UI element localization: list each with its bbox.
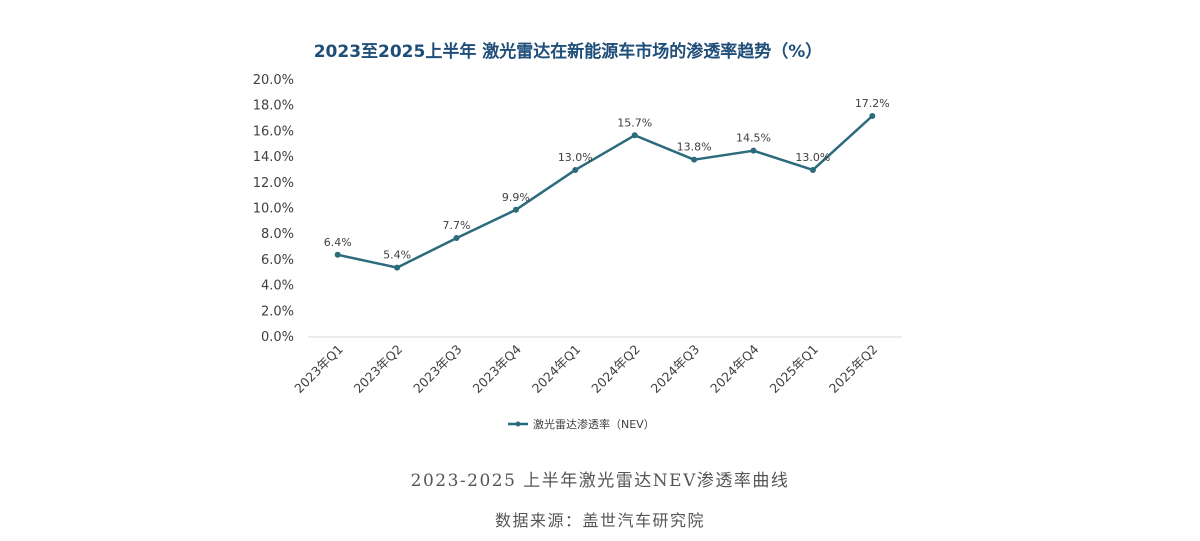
data-point — [334, 251, 341, 258]
data-label: 13.0% — [795, 151, 830, 164]
data-point — [750, 147, 757, 154]
x-tick-label: 2023年Q4 — [469, 341, 524, 396]
x-tick-label: 2023年Q1 — [291, 342, 346, 397]
x-tick-label: 2024年Q1 — [529, 342, 584, 397]
chart-title: 2023至2025上半年 激光雷达在新能源车市场的渗透率趋势（%） — [314, 41, 823, 62]
y-tick-label: 14.0% — [253, 150, 294, 165]
legend-marker — [515, 421, 521, 427]
legend: 激光雷达渗透率（NEV） — [508, 417, 655, 431]
series-line — [337, 115, 874, 269]
data-point — [631, 132, 638, 139]
data-point — [691, 156, 698, 163]
data-point — [512, 206, 519, 213]
data-point — [394, 264, 401, 271]
y-tick-label: 12.0% — [253, 176, 294, 191]
y-tick-label: 18.0% — [253, 99, 294, 114]
data-points — [334, 112, 876, 271]
x-tick-label: 2024年Q3 — [648, 342, 703, 397]
y-tick-label: 2.0% — [261, 304, 294, 319]
data-source: 数据来源：盖世汽车研究院 — [494, 511, 705, 530]
x-tick-label: 2023年Q3 — [410, 342, 465, 397]
data-point — [809, 166, 816, 173]
y-tick-label: 8.0% — [261, 227, 294, 242]
data-label: 6.4% — [324, 236, 352, 249]
y-axis: 0.0% 2.0% 4.0% 6.0% 8.0% 10.0% 12.0% 14.0% 16.0%… — [253, 73, 294, 345]
data-label: 14.5% — [736, 132, 771, 145]
data-label: 5.4% — [383, 249, 411, 262]
x-tick-label: 2024年Q4 — [707, 341, 762, 396]
x-tick-label: 2023年Q2 — [351, 342, 406, 397]
y-tick-label: 6.0% — [261, 253, 294, 268]
data-label: 9.9% — [502, 191, 530, 204]
y-tick-label: 20.0% — [253, 73, 294, 88]
y-tick-label: 4.0% — [261, 279, 294, 294]
data-point — [572, 166, 579, 173]
x-tick-label: 2025年Q1 — [766, 342, 821, 397]
data-point — [869, 112, 876, 119]
data-labels: 6.4% 5.4% 7.7% 9.9% 13.0% 15.7% 13.8% 14.5% 13.0… — [324, 97, 890, 262]
data-label: 7.7% — [443, 219, 471, 232]
data-point — [453, 235, 460, 242]
x-axis: 2023年Q1 2023年Q2 2023年Q3 2023年Q4 2024年Q1 2024年… — [291, 341, 880, 396]
y-tick-label: 0.0% — [261, 330, 294, 345]
x-tick-label: 2025年Q2 — [826, 342, 881, 397]
data-label: 13.0% — [558, 151, 593, 164]
legend-label: 激光雷达渗透率（NEV） — [533, 417, 655, 431]
data-label: 15.7% — [617, 116, 652, 129]
y-tick-label: 16.0% — [253, 124, 294, 139]
figure-caption: 2023-2025 上半年激光雷达NEV渗透率曲线 — [410, 471, 790, 491]
data-label: 17.2% — [855, 97, 890, 110]
y-tick-label: 10.0% — [253, 202, 294, 217]
line-chart: 2023至2025上半年 激光雷达在新能源车市场的渗透率趋势（%） 0.0% 2.… — [253, 41, 902, 431]
x-tick-label: 2024年Q2 — [588, 342, 643, 397]
data-label: 13.8% — [677, 141, 712, 154]
